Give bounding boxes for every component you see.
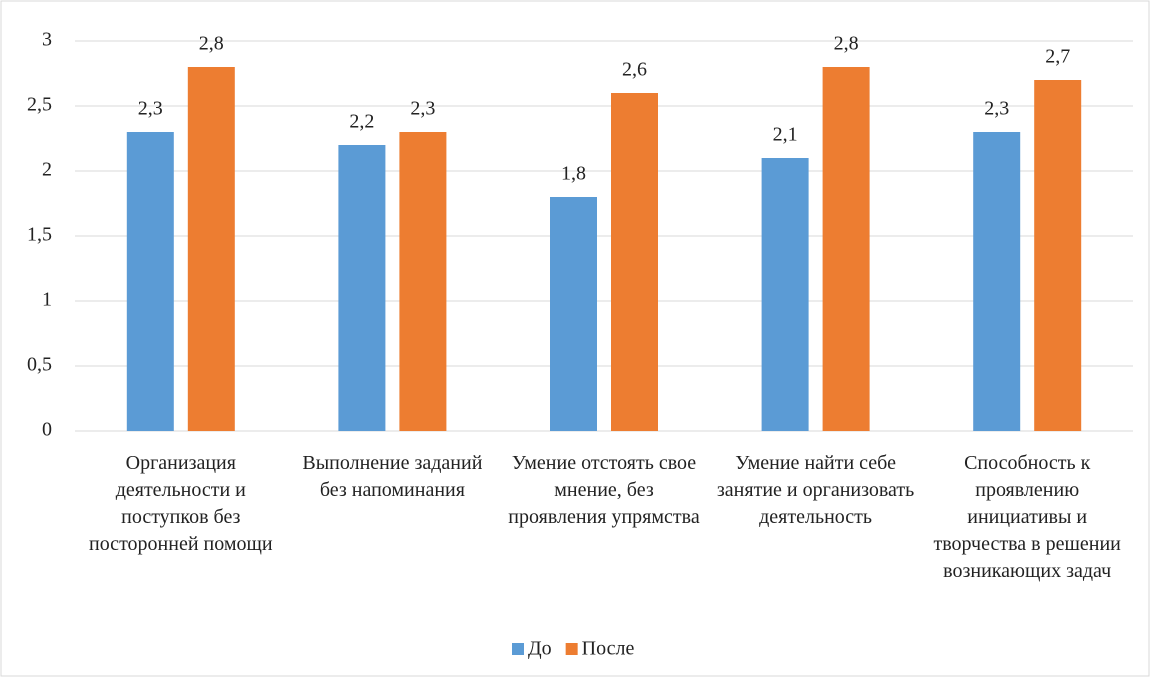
legend-swatch	[512, 643, 524, 655]
x-tick-label: Умение отстоять свое мнение, без проявле…	[508, 452, 700, 528]
data-label: 2,2	[349, 111, 374, 133]
y-tick-label: 0	[42, 419, 52, 441]
bar	[187, 67, 235, 431]
y-tick-label: 2,5	[27, 94, 52, 116]
data-label: 1,8	[561, 163, 586, 185]
data-label: 2,8	[834, 33, 859, 55]
y-tick-label: 0,5	[27, 354, 52, 376]
x-tick-label: Умение найти себе занятие и организовать…	[716, 452, 915, 528]
data-label: 2,3	[138, 98, 163, 120]
data-label: 2,3	[984, 98, 1009, 120]
legend-swatch	[565, 643, 578, 655]
y-tick-label: 1,5	[27, 224, 52, 246]
bar	[338, 145, 386, 431]
data-label: 2,6	[622, 59, 647, 81]
x-tick-label: Выполнение заданий без напоминания	[302, 452, 483, 501]
x-tick-label: Организация деятельности и поступков без…	[88, 452, 273, 555]
data-label: 2,7	[1045, 46, 1070, 68]
bar	[1034, 80, 1082, 431]
bar	[822, 67, 870, 431]
bar	[973, 132, 1021, 431]
legend-label: После	[582, 638, 635, 660]
y-tick-label: 1	[42, 289, 52, 311]
bar	[761, 158, 809, 431]
data-label: 2,3	[410, 98, 435, 120]
x-tick-label: Способность к проявлению инициативы и тв…	[933, 452, 1121, 582]
y-tick-label: 2	[42, 159, 52, 181]
bar	[399, 132, 447, 431]
bar	[126, 132, 174, 431]
bar	[550, 197, 597, 431]
bar	[611, 93, 658, 431]
data-label: 2,1	[773, 124, 798, 146]
legend-label: До	[528, 638, 552, 660]
data-label: 2,8	[199, 33, 224, 55]
y-tick-label: 3	[42, 29, 52, 51]
